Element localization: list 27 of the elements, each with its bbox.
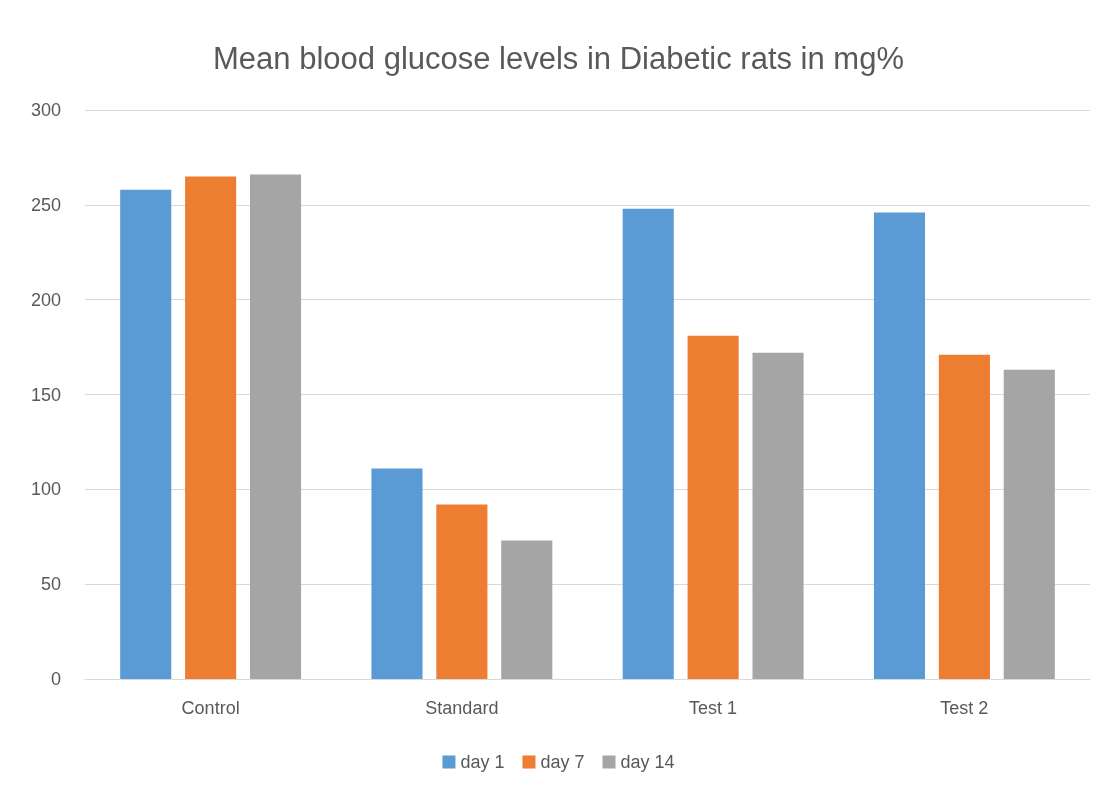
bar <box>120 189 172 679</box>
bar <box>501 540 553 679</box>
y-tick-label: 0 <box>50 669 61 689</box>
bar <box>622 208 674 679</box>
x-tick-label: Test 2 <box>940 698 989 718</box>
bar <box>687 335 739 679</box>
x-tick-label: Standard <box>425 698 499 718</box>
y-tick-label: 300 <box>30 100 61 120</box>
y-tick-label: 250 <box>30 194 61 215</box>
chart-title: Mean blood glucose levels in Diabetic rats in mg% <box>213 41 904 76</box>
x-tick-label: Control <box>181 698 240 718</box>
bar <box>938 354 990 679</box>
y-tick-label: 100 <box>30 479 61 500</box>
y-tick-label: 200 <box>30 289 61 310</box>
y-tick-label: 50 <box>40 574 61 595</box>
legend-label: day 14 <box>620 752 675 772</box>
bar <box>371 468 423 679</box>
legend-label: day 7 <box>540 752 585 772</box>
bar <box>249 174 302 679</box>
bar <box>185 176 237 679</box>
bar <box>1003 369 1055 679</box>
bar <box>752 352 804 679</box>
bar <box>436 504 488 679</box>
x-tick-label: Test 1 <box>689 698 738 718</box>
legend-label: day 1 <box>460 752 505 772</box>
bar <box>873 212 926 679</box>
y-tick-label: 150 <box>30 384 61 405</box>
